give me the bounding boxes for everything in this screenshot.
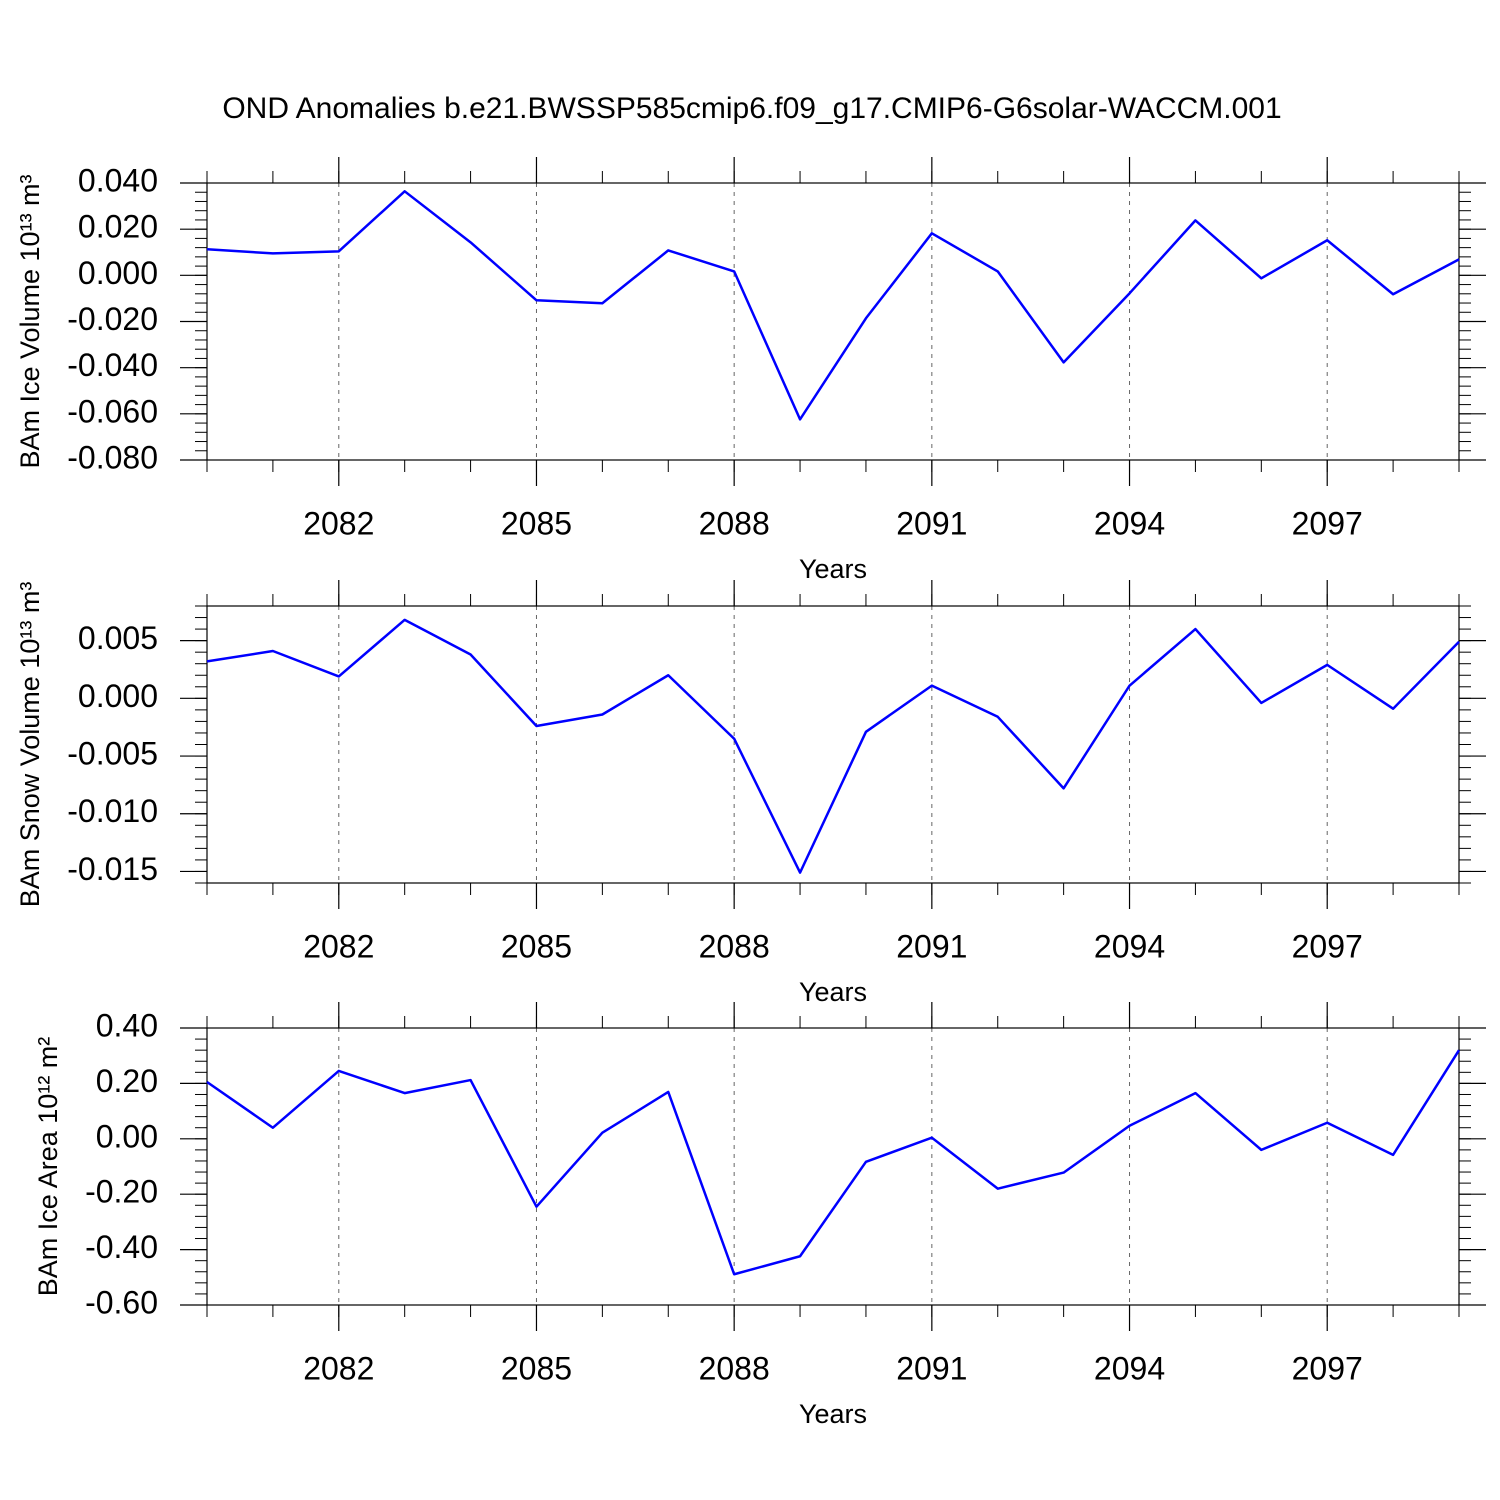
y-tick-label: 0.040 [78, 162, 158, 198]
plot-frame [206, 182, 1460, 461]
x-tick-label: 2085 [501, 505, 572, 541]
y-tick-label: 0.40 [96, 1007, 158, 1043]
x-tick-label: 2082 [303, 1350, 374, 1386]
x-axis-label: Years [799, 554, 867, 584]
y-tick-label: 0.000 [78, 678, 158, 714]
x-tick-label: 2091 [896, 928, 967, 964]
y-tick-label: 0.000 [78, 255, 158, 291]
x-tick-label: 2091 [896, 505, 967, 541]
chart-title: OND Anomalies b.e21.BWSSP585cmip6.f09_g1… [222, 92, 1281, 125]
x-tick-label: 2094 [1094, 928, 1165, 964]
plot-frame [206, 1027, 1460, 1306]
y-tick-label: 0.005 [78, 620, 158, 656]
y-axis-label: BAm Ice Area 10¹² m² [33, 1037, 63, 1297]
y-tick-label: -0.005 [67, 735, 158, 771]
y-tick-label: 0.00 [96, 1118, 158, 1154]
x-tick-label: 2094 [1094, 505, 1165, 541]
y-tick-label: -0.060 [67, 393, 158, 429]
data-line [206, 1049, 1461, 1276]
x-tick-label: 2082 [303, 505, 374, 541]
x-tick-label: 2088 [699, 505, 770, 541]
panel: OND Anomalies b.e21.BWSSP585cmip6.f09_g1… [15, 92, 1486, 584]
y-tick-label: -0.010 [67, 793, 158, 829]
x-tick-label: 2091 [896, 1350, 967, 1386]
panel: 2082 2085 2088 2091 2094 2097 -0.60 -0.40 -0.20 0… [33, 1002, 1486, 1429]
y-tick-label: -0.015 [67, 851, 158, 887]
y-tick-label: 0.20 [96, 1063, 158, 1099]
plot-frame [206, 605, 1460, 884]
x-axis-label: Years [799, 1399, 867, 1429]
data-line [206, 618, 1460, 874]
x-tick-label: 2088 [699, 1350, 770, 1386]
x-tick-label: 2097 [1292, 505, 1363, 541]
y-tick-label: 0.020 [78, 209, 158, 245]
y-tick-label: -0.020 [67, 301, 158, 337]
x-tick-label: 2094 [1094, 1350, 1165, 1386]
x-axis-label: Years [799, 977, 867, 1007]
y-axis-label: BAm Ice Volume 10¹³ m³ [15, 174, 45, 468]
y-tick-label: -0.60 [85, 1284, 158, 1320]
y-tick-label: -0.20 [85, 1174, 158, 1210]
y-axis-label: BAm Snow Volume 10¹³ m³ [15, 582, 45, 908]
data-line [206, 190, 1460, 421]
x-tick-label: 2085 [501, 1350, 572, 1386]
x-tick-label: 2088 [699, 928, 770, 964]
x-tick-label: 2085 [501, 928, 572, 964]
y-tick-label: -0.40 [85, 1229, 158, 1265]
x-tick-label: 2082 [303, 928, 374, 964]
y-tick-label: -0.080 [67, 439, 158, 475]
panel: 2082 2085 2088 2091 2094 2097 -0.015 -0.010 -0.0… [15, 580, 1486, 1007]
x-tick-label: 2097 [1292, 1350, 1363, 1386]
y-tick-label: -0.040 [67, 347, 158, 383]
x-tick-label: 2097 [1292, 928, 1363, 964]
